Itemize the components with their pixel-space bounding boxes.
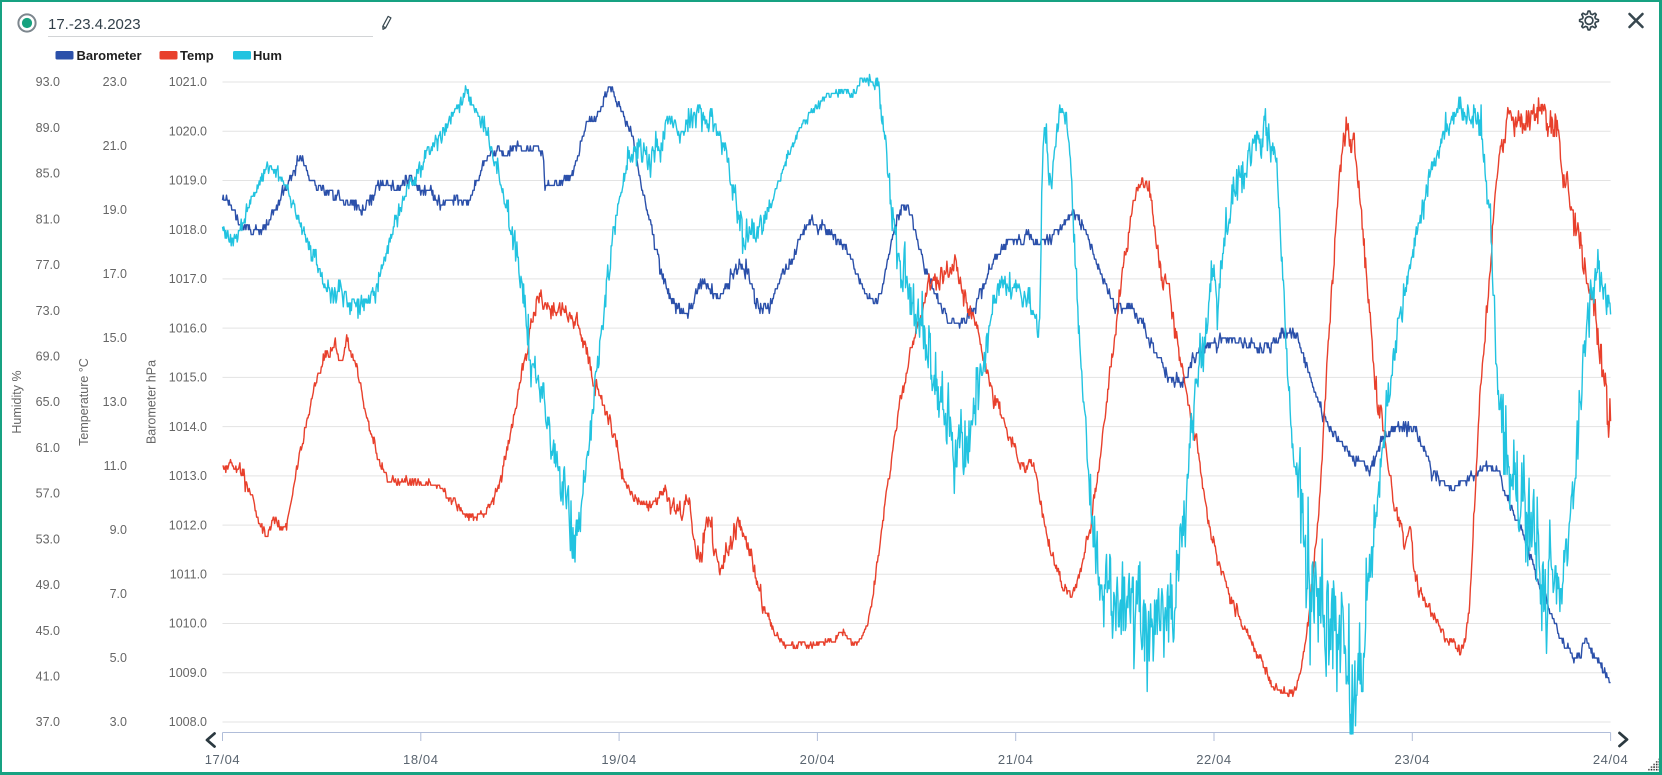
svg-text:1014.0: 1014.0 xyxy=(169,420,207,434)
svg-text:15.0: 15.0 xyxy=(103,331,127,345)
svg-text:1011.0: 1011.0 xyxy=(170,568,207,582)
svg-text:17/04: 17/04 xyxy=(205,752,241,767)
svg-text:24/04: 24/04 xyxy=(1593,752,1629,767)
svg-text:73.0: 73.0 xyxy=(36,304,60,318)
svg-text:1009.0: 1009.0 xyxy=(169,666,207,680)
svg-text:17.-23.4.2023: 17.-23.4.2023 xyxy=(48,16,141,33)
svg-text:13.0: 13.0 xyxy=(103,395,127,409)
svg-text:77.0: 77.0 xyxy=(36,258,60,272)
svg-text:1019.0: 1019.0 xyxy=(169,174,207,188)
svg-text:53.0: 53.0 xyxy=(36,532,60,546)
svg-text:41.0: 41.0 xyxy=(36,670,60,684)
svg-text:1020.0: 1020.0 xyxy=(169,124,207,138)
svg-text:Barometer hPa: Barometer hPa xyxy=(145,360,159,444)
svg-text:23/04: 23/04 xyxy=(1395,752,1431,767)
svg-text:89.0: 89.0 xyxy=(36,121,60,135)
svg-text:93.0: 93.0 xyxy=(36,75,60,89)
svg-text:1012.0: 1012.0 xyxy=(169,518,207,532)
svg-text:5.0: 5.0 xyxy=(110,651,127,665)
svg-text:65.0: 65.0 xyxy=(36,395,60,409)
svg-text:21/04: 21/04 xyxy=(998,752,1034,767)
svg-text:23.0: 23.0 xyxy=(103,75,127,89)
svg-text:11.0: 11.0 xyxy=(104,459,127,473)
svg-text:Temperature °C: Temperature °C xyxy=(77,358,91,446)
svg-text:19/04: 19/04 xyxy=(601,752,637,767)
svg-text:Humidity %: Humidity % xyxy=(10,370,24,433)
svg-text:20/04: 20/04 xyxy=(800,752,836,767)
svg-text:1016.0: 1016.0 xyxy=(169,321,207,335)
svg-text:81.0: 81.0 xyxy=(36,212,60,226)
svg-text:7.0: 7.0 xyxy=(110,587,127,601)
svg-text:Temp: Temp xyxy=(180,48,214,63)
svg-text:1018.0: 1018.0 xyxy=(169,223,207,237)
svg-text:57.0: 57.0 xyxy=(36,487,60,501)
svg-text:1008.0: 1008.0 xyxy=(169,715,207,729)
svg-text:18/04: 18/04 xyxy=(403,752,439,767)
svg-text:1017.0: 1017.0 xyxy=(169,272,207,286)
svg-text:17.0: 17.0 xyxy=(103,267,127,281)
svg-text:49.0: 49.0 xyxy=(36,578,60,592)
svg-text:Hum: Hum xyxy=(253,48,282,63)
svg-text:9.0: 9.0 xyxy=(110,523,127,537)
svg-text:21.0: 21.0 xyxy=(103,139,127,153)
svg-text:3.0: 3.0 xyxy=(110,715,127,729)
svg-text:69.0: 69.0 xyxy=(36,350,60,364)
svg-text:1013.0: 1013.0 xyxy=(169,469,207,483)
svg-text:1015.0: 1015.0 xyxy=(169,371,207,385)
svg-text:61.0: 61.0 xyxy=(36,441,60,455)
svg-text:19.0: 19.0 xyxy=(103,203,127,217)
svg-text:1021.0: 1021.0 xyxy=(169,75,207,89)
svg-text:22/04: 22/04 xyxy=(1196,752,1232,767)
svg-text:45.0: 45.0 xyxy=(36,624,60,638)
svg-text:37.0: 37.0 xyxy=(36,715,60,729)
svg-text:1010.0: 1010.0 xyxy=(169,617,207,631)
svg-text:Barometer: Barometer xyxy=(77,48,142,63)
svg-text:85.0: 85.0 xyxy=(36,167,60,181)
